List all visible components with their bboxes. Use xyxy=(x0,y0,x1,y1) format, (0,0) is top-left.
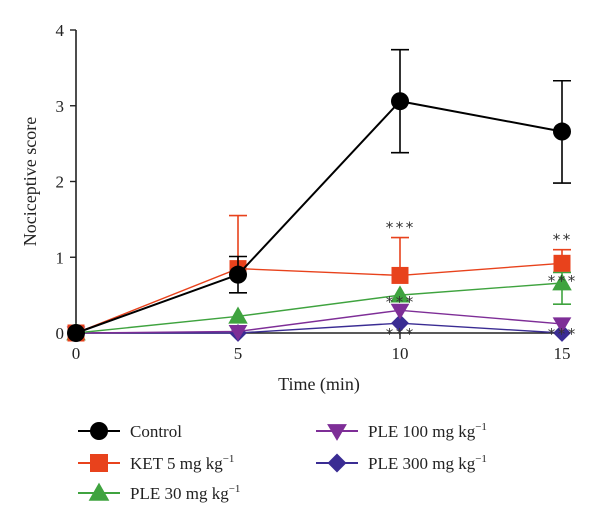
significance-label: ** xyxy=(552,230,572,248)
data-point xyxy=(553,254,571,272)
significance-label: *** xyxy=(385,293,415,311)
legend-item: PLE 100 mg kg−1 xyxy=(316,421,487,441)
y-tick-label: 3 xyxy=(56,97,65,116)
legend-label: PLE 300 mg kg−1 xyxy=(368,453,487,473)
legend-marker xyxy=(90,454,108,472)
y-tick-label: 2 xyxy=(56,173,65,192)
legend-item: PLE 300 mg kg−1 xyxy=(316,453,487,473)
y-axis-ticks: 0 1 2 3 4 xyxy=(56,21,76,343)
x-tick-label: 5 xyxy=(234,344,243,363)
data-point xyxy=(229,265,247,284)
data-point xyxy=(390,285,410,303)
x-tick-label: 10 xyxy=(392,344,409,363)
legend-item: Control xyxy=(78,422,182,441)
legend-item: PLE 30 mg kg−1 xyxy=(78,482,240,503)
y-tick-label: 4 xyxy=(56,21,65,40)
legend: Control KET 5 mg kg−1 PLE 30 mg kg−1 PLE 10… xyxy=(78,421,487,503)
x-tick-label: 0 xyxy=(72,344,81,363)
significance-label: *** xyxy=(547,325,577,343)
series-line xyxy=(76,322,563,334)
series-circle xyxy=(67,48,571,342)
legend-item: KET 5 mg kg−1 xyxy=(78,453,234,473)
axes xyxy=(75,30,562,334)
series-line xyxy=(75,309,563,334)
significance-label: *** xyxy=(385,325,415,343)
y-axis-title: Nociceptive score xyxy=(20,117,40,246)
significance-annotations: ***************** xyxy=(385,218,577,343)
data-point xyxy=(391,314,409,333)
data-point xyxy=(391,92,409,111)
legend-marker xyxy=(90,422,108,440)
legend-label: Control xyxy=(130,422,182,441)
legend-marker xyxy=(88,482,110,501)
x-axis-ticks: 0 5 10 15 xyxy=(72,333,571,363)
data-point xyxy=(67,324,85,342)
data-point xyxy=(552,273,572,291)
legend-label: PLE 100 mg kg−1 xyxy=(368,421,487,441)
series-line xyxy=(75,282,563,334)
series-line xyxy=(75,100,563,334)
significance-label: *** xyxy=(547,272,577,290)
y-tick-label: 0 xyxy=(56,324,65,343)
x-tick-label: 15 xyxy=(554,344,571,363)
data-point xyxy=(228,324,248,341)
legend-label: PLE 30 mg kg−1 xyxy=(130,483,240,503)
y-tick-label: 1 xyxy=(56,248,65,267)
series-layer xyxy=(66,48,572,343)
x-axis-title: Time (min) xyxy=(278,374,360,395)
series-line xyxy=(75,262,563,334)
legend-label: KET 5 mg kg−1 xyxy=(130,453,234,473)
data-point xyxy=(390,303,410,320)
legend-marker xyxy=(327,453,347,473)
data-point xyxy=(552,317,572,334)
data-point xyxy=(553,122,571,141)
legend-marker xyxy=(327,424,347,441)
data-point xyxy=(391,266,409,284)
series-square xyxy=(67,214,571,342)
significance-label: *** xyxy=(385,218,415,236)
data-point xyxy=(228,306,248,324)
